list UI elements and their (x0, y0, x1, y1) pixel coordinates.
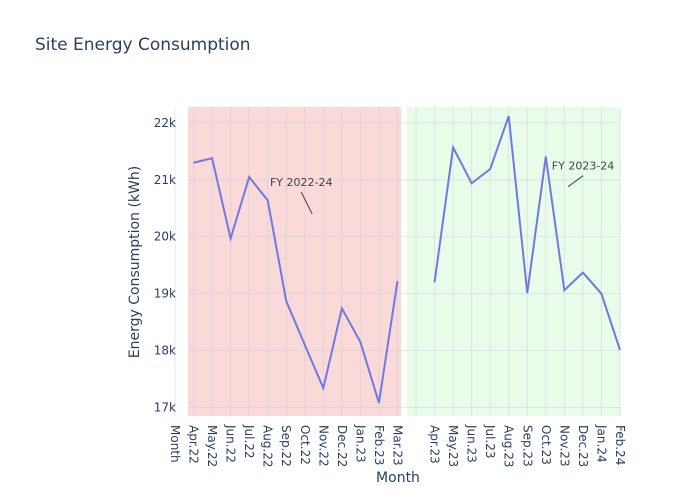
region (187, 107, 402, 416)
x-tick-label: Jun.23 (465, 424, 479, 463)
annotation: FY 2022-24 (270, 176, 333, 189)
annotation-arrow (567, 175, 584, 188)
x-tick-label: Apr.22 (187, 425, 201, 464)
x-tick-label: Month (168, 425, 182, 463)
x-tick-label: Nov.22 (316, 425, 330, 467)
y-tick-label: 17k (154, 400, 176, 414)
x-tick-label: Jan.23 (353, 424, 367, 463)
x-tick-label: Dec.22 (335, 425, 349, 467)
x-tick-label: May.23 (446, 425, 460, 467)
y-axis-title: Energy Consumption (kWh) (127, 166, 143, 358)
annotation-arrow (300, 191, 313, 215)
x-tick-label: Oct.22 (298, 425, 312, 465)
x-axis-title: Month (376, 470, 420, 486)
x-tick-label: Feb.24 (613, 425, 627, 465)
x-tick-label: May.22 (205, 425, 219, 467)
x-tick-label: Dec.23 (576, 425, 590, 467)
line (193, 115, 621, 404)
y-tick-label: 18k (154, 344, 176, 358)
x-tick-label: Jan.24 (594, 424, 608, 463)
chart-title: Site Energy Consumption (35, 35, 251, 55)
x-tick-label: Sep.22 (279, 425, 293, 467)
plot: 17k 18k 19k 20k 21k 22k Month Apr.22 May.22 Jun.2… (154, 107, 627, 468)
x-tick-label: Jun.22 (224, 424, 238, 463)
y-tick-label: 19k (154, 287, 176, 301)
y-tick-label: 20k (154, 230, 176, 244)
x-tick-label: Aug.23 (502, 425, 516, 468)
x-tick-label: Feb.23 (372, 425, 386, 465)
x-tick-label: Jul.23 (483, 424, 497, 459)
x-tick-label: Oct.23 (539, 425, 553, 465)
annotation: FY 2023-24 (552, 160, 615, 173)
x-tick-label: Sep.23 (520, 425, 534, 467)
y-tick-label: 21k (154, 173, 176, 187)
x-tick-label: Mar.23 (390, 425, 404, 466)
x-tick-label: Nov.23 (557, 425, 571, 467)
y-tick-label: 22k (154, 116, 176, 130)
x-tick-label: Aug.22 (261, 425, 275, 468)
x-tick-label: Apr.23 (428, 425, 442, 464)
x-tick-label: Jul.22 (242, 424, 256, 459)
